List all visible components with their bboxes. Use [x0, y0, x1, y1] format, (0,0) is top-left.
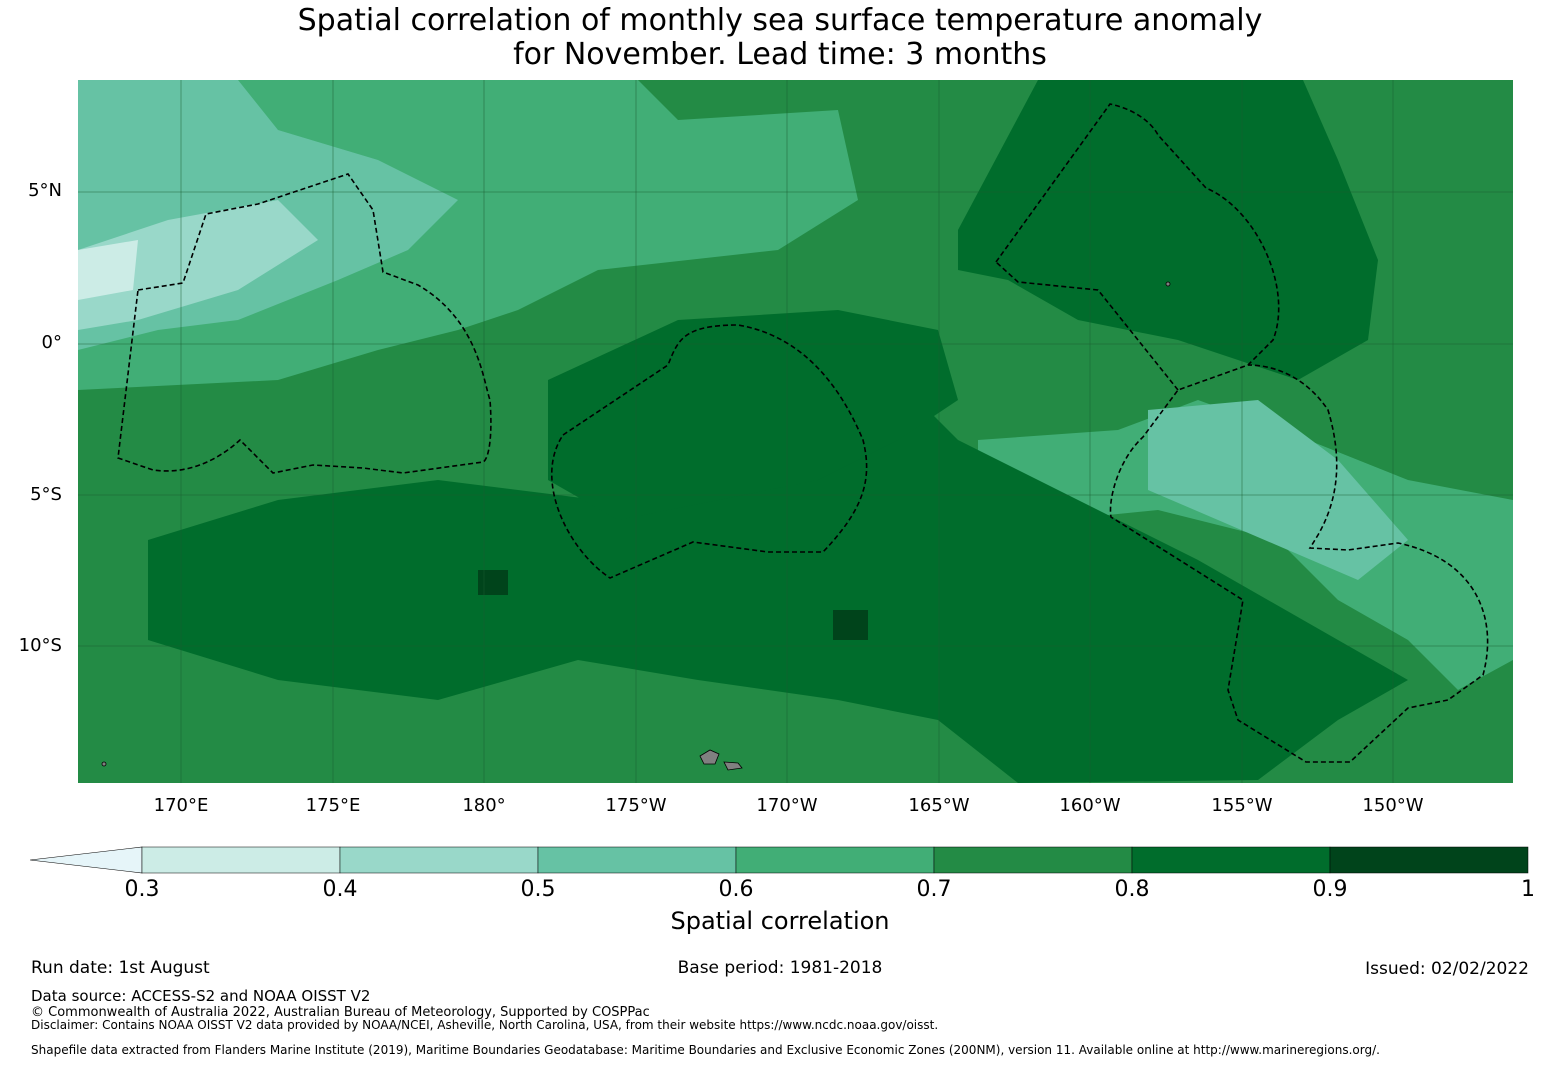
graticule	[78, 80, 1513, 783]
region-0.5-0.6-east	[1148, 400, 1408, 580]
issued-date: Issued: 02/02/2022	[1365, 959, 1529, 979]
island-samoa-2	[723, 761, 743, 771]
lon-label-170e: 170°E	[153, 795, 209, 816]
region-0.3-0.4	[78, 240, 138, 300]
lon-label-175w: 175°W	[605, 795, 667, 816]
lon-label-180: 180°	[462, 795, 506, 816]
lat-label-0: 0°	[41, 332, 62, 353]
lat-label-10s: 10°S	[18, 635, 62, 656]
map-title-line-2: for November. Lead time: 3 months	[513, 37, 1047, 72]
data-source: Data source: ACCESS-S2 and NOAA OISST V2	[31, 987, 371, 1005]
region-0.8-0.9-south	[148, 380, 1408, 783]
eez-boundary-kiribati-gilbert	[117, 173, 492, 474]
region-0.9-1-patch-1	[478, 570, 508, 595]
island-small-1	[1165, 281, 1171, 287]
copyright: © Commonwealth of Australia 2022, Austra…	[31, 1005, 650, 1020]
map-title-line-1: Spatial correlation of monthly sea surfa…	[297, 3, 1263, 38]
lon-label-160w: 160°W	[1059, 795, 1121, 816]
eez-boundary-tokelau	[551, 324, 868, 579]
correlation-map	[78, 80, 1513, 783]
disclaimer: Disclaimer: Contains NOAA OISST V2 data …	[31, 1018, 939, 1032]
region-0.4-0.5	[78, 200, 318, 330]
region-0.9-1-patch-2	[833, 610, 868, 640]
colorbar-tick: 1	[1521, 877, 1535, 902]
region-0.8-0.9-central	[548, 310, 958, 520]
colorbar-cell	[537, 846, 737, 874]
lon-label-155w: 155°W	[1211, 795, 1273, 816]
colorbar-cell	[1329, 846, 1529, 874]
colorbar-tick: 0.6	[718, 877, 754, 902]
islands	[101, 281, 1171, 771]
lon-label-175e: 175°E	[305, 795, 361, 816]
shapefile-credit: Shapefile data extracted from Flanders M…	[31, 1043, 1380, 1057]
colorbar-extend-arrow	[30, 846, 143, 874]
lat-label-5s: 5°S	[30, 484, 62, 505]
colorbar-cell	[141, 846, 341, 874]
colorbar-cell	[1131, 846, 1331, 874]
colorbar-tick: 0.4	[322, 877, 358, 902]
eez-boundaries	[117, 103, 1489, 763]
region-0.6-0.7-east	[978, 400, 1513, 690]
colorbar-tick: 0.3	[124, 877, 160, 902]
colorbar-cell	[933, 846, 1133, 874]
eez-boundary-kiribati-line-north	[995, 103, 1489, 763]
base-period: Base period: 1981-2018	[677, 958, 883, 978]
colorbar-tick: 0.9	[1312, 877, 1348, 902]
lon-label-165w: 165°W	[908, 795, 970, 816]
colorbar-cell	[339, 846, 539, 874]
island-samoa-1	[699, 749, 720, 765]
colorbar-cell	[735, 846, 935, 874]
lon-label-170w: 170°W	[756, 795, 818, 816]
island-small-2	[101, 761, 107, 767]
colorbar-label: Spatial correlation	[670, 907, 890, 935]
lat-label-5n: 5°N	[28, 180, 62, 201]
colorbar-tick: 0.5	[520, 877, 556, 902]
colorbar	[30, 846, 1529, 874]
run-date: Run date: 1st August	[31, 958, 210, 978]
region-0.8-0.9-ne	[958, 80, 1378, 380]
colorbar-tick: 0.8	[1114, 877, 1150, 902]
lon-label-150w: 150°W	[1362, 795, 1424, 816]
colorbar-tick: 0.7	[916, 877, 952, 902]
